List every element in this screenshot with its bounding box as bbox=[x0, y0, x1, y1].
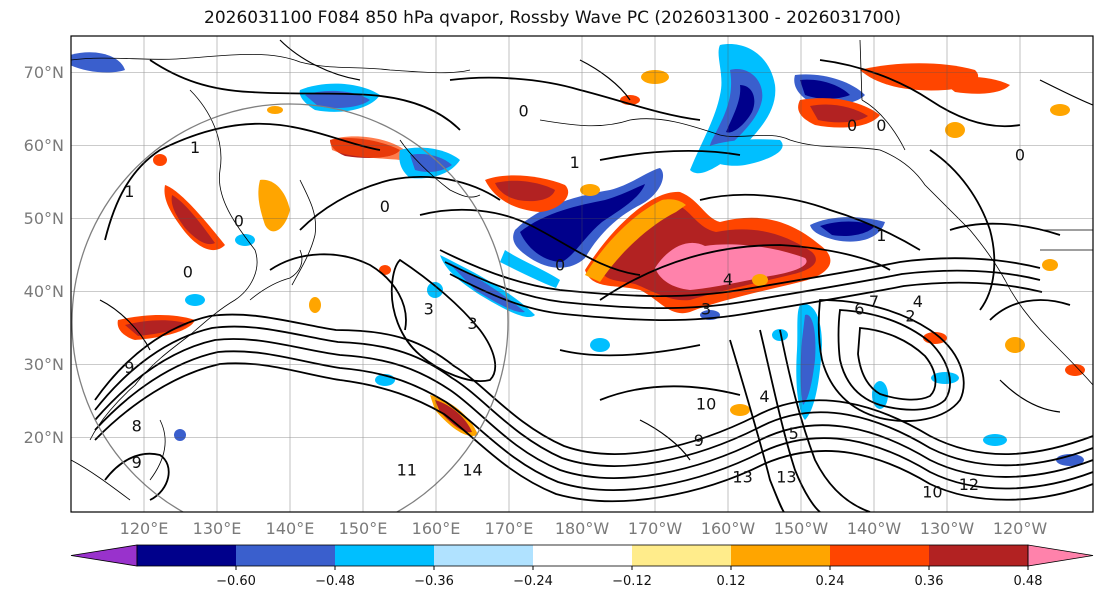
contour-label: 0 bbox=[519, 102, 529, 121]
colorbar-segment bbox=[137, 545, 237, 566]
lon-label-150w: 150°W bbox=[774, 519, 829, 538]
colorbar-tick-label: −0.48 bbox=[315, 574, 355, 589]
contour-label: 4 bbox=[723, 270, 733, 289]
contour-label: 7 bbox=[869, 292, 879, 311]
lon-label-160w: 160°W bbox=[701, 519, 756, 538]
lon-label-140e: 140°E bbox=[266, 519, 315, 538]
map-title: 2026031100 F084 850 hPa qvapor, Rossby W… bbox=[204, 8, 901, 28]
map-frame bbox=[70, 35, 1094, 513]
contour-label: 4 bbox=[759, 387, 769, 406]
contour-label: 3 bbox=[701, 299, 711, 318]
colorbar-tick-label: −0.24 bbox=[513, 574, 553, 589]
lon-label-170w: 170°W bbox=[628, 519, 683, 538]
colorbar-tick-label: −0.36 bbox=[414, 574, 454, 589]
contour-label: 4 bbox=[913, 292, 923, 311]
colorbar-tick-label: −0.12 bbox=[612, 574, 652, 589]
colorbar-frame bbox=[136, 544, 1029, 567]
colorbar-extend-high bbox=[1027, 544, 1094, 567]
colorbar-segment bbox=[929, 545, 1029, 566]
colorbar-tick-label: 0.36 bbox=[915, 574, 944, 589]
lon-label-120e: 120°E bbox=[120, 519, 169, 538]
lon-label-140w: 140°W bbox=[847, 519, 902, 538]
contour-lines bbox=[94, 59, 1093, 512]
colorbar-segment bbox=[830, 545, 930, 566]
colorbar: −0.60 −0.48 −0.36 −0.24 −0.12 0.12 0.24 0.36 0.4… bbox=[70, 544, 1094, 589]
contour-label: 2 bbox=[905, 307, 915, 326]
contour-label: 1 bbox=[190, 138, 200, 157]
contour-lines-thin bbox=[99, 39, 1093, 461]
colorbar-segment bbox=[335, 545, 435, 566]
contour-label: 3 bbox=[424, 299, 434, 318]
contour-label: 11 bbox=[397, 460, 417, 479]
lon-label-130w: 130°W bbox=[920, 519, 975, 538]
lat-label-20n: 20°N bbox=[24, 428, 64, 447]
contour-label: 3 bbox=[467, 314, 477, 333]
lon-label-120w: 120°W bbox=[993, 519, 1048, 538]
lon-label-150e: 150°E bbox=[339, 519, 388, 538]
contour-label: 10 bbox=[922, 482, 942, 501]
contour-label: 9 bbox=[124, 358, 134, 377]
contour-label: 10 bbox=[696, 394, 716, 413]
lat-label-60n: 60°N bbox=[24, 136, 64, 155]
lon-label-180w: 180°W bbox=[555, 519, 610, 538]
contour-label: 0 bbox=[234, 211, 244, 230]
contour-label: 0 bbox=[876, 116, 886, 135]
contour-label: 0 bbox=[847, 116, 857, 135]
lat-label-50n: 50°N bbox=[24, 209, 64, 228]
contour-label: 1 bbox=[876, 226, 886, 245]
lat-label-30n: 30°N bbox=[24, 355, 64, 374]
contour-label: 9 bbox=[132, 453, 142, 472]
colorbar-extend-low bbox=[70, 544, 138, 567]
colorbar-segment bbox=[236, 545, 336, 566]
gridlines bbox=[71, 36, 1093, 512]
contour-label: 0 bbox=[1015, 145, 1025, 164]
contour-label: 8 bbox=[132, 416, 142, 435]
colorbar-segment bbox=[533, 545, 633, 566]
colorbar-tick-label: −0.60 bbox=[216, 574, 256, 589]
contour-label: 9 bbox=[694, 431, 704, 450]
colorbar-segment bbox=[632, 545, 732, 566]
contour-label: 1 bbox=[124, 182, 134, 201]
colorbar-tick-label: 0.12 bbox=[717, 574, 746, 589]
contour-label: 0 bbox=[183, 263, 193, 282]
contour-label: 12 bbox=[959, 475, 979, 494]
contour-label: 5 bbox=[789, 424, 799, 443]
contour-label: 6 bbox=[854, 299, 864, 318]
contour-label: 0 bbox=[555, 255, 565, 274]
lat-label-70n: 70°N bbox=[24, 63, 64, 82]
latitude-labels: 70°N 60°N 50°N 40°N 30°N 20°N bbox=[24, 63, 64, 447]
contour-label: 0 bbox=[380, 197, 390, 216]
contour-label: 13 bbox=[776, 468, 796, 487]
lat-label-40n: 40°N bbox=[24, 282, 64, 301]
colorbar-tick-label: 0.24 bbox=[816, 574, 845, 589]
qvapor-shading bbox=[71, 44, 1085, 466]
colorbar-segment bbox=[434, 545, 534, 566]
contour-label: 1 bbox=[570, 153, 580, 172]
contour-label: 14 bbox=[462, 460, 482, 479]
lon-label-160e: 160°E bbox=[412, 519, 461, 538]
contour-label: 13 bbox=[732, 468, 752, 487]
longitude-labels: 120°E 130°E 140°E 150°E 160°E 170°E 180°… bbox=[120, 519, 1048, 538]
lon-label-130e: 130°E bbox=[193, 519, 242, 538]
colorbar-tick-label: 0.48 bbox=[1014, 574, 1043, 589]
lon-label-170e: 170°E bbox=[485, 519, 534, 538]
colorbar-segment bbox=[731, 545, 831, 566]
